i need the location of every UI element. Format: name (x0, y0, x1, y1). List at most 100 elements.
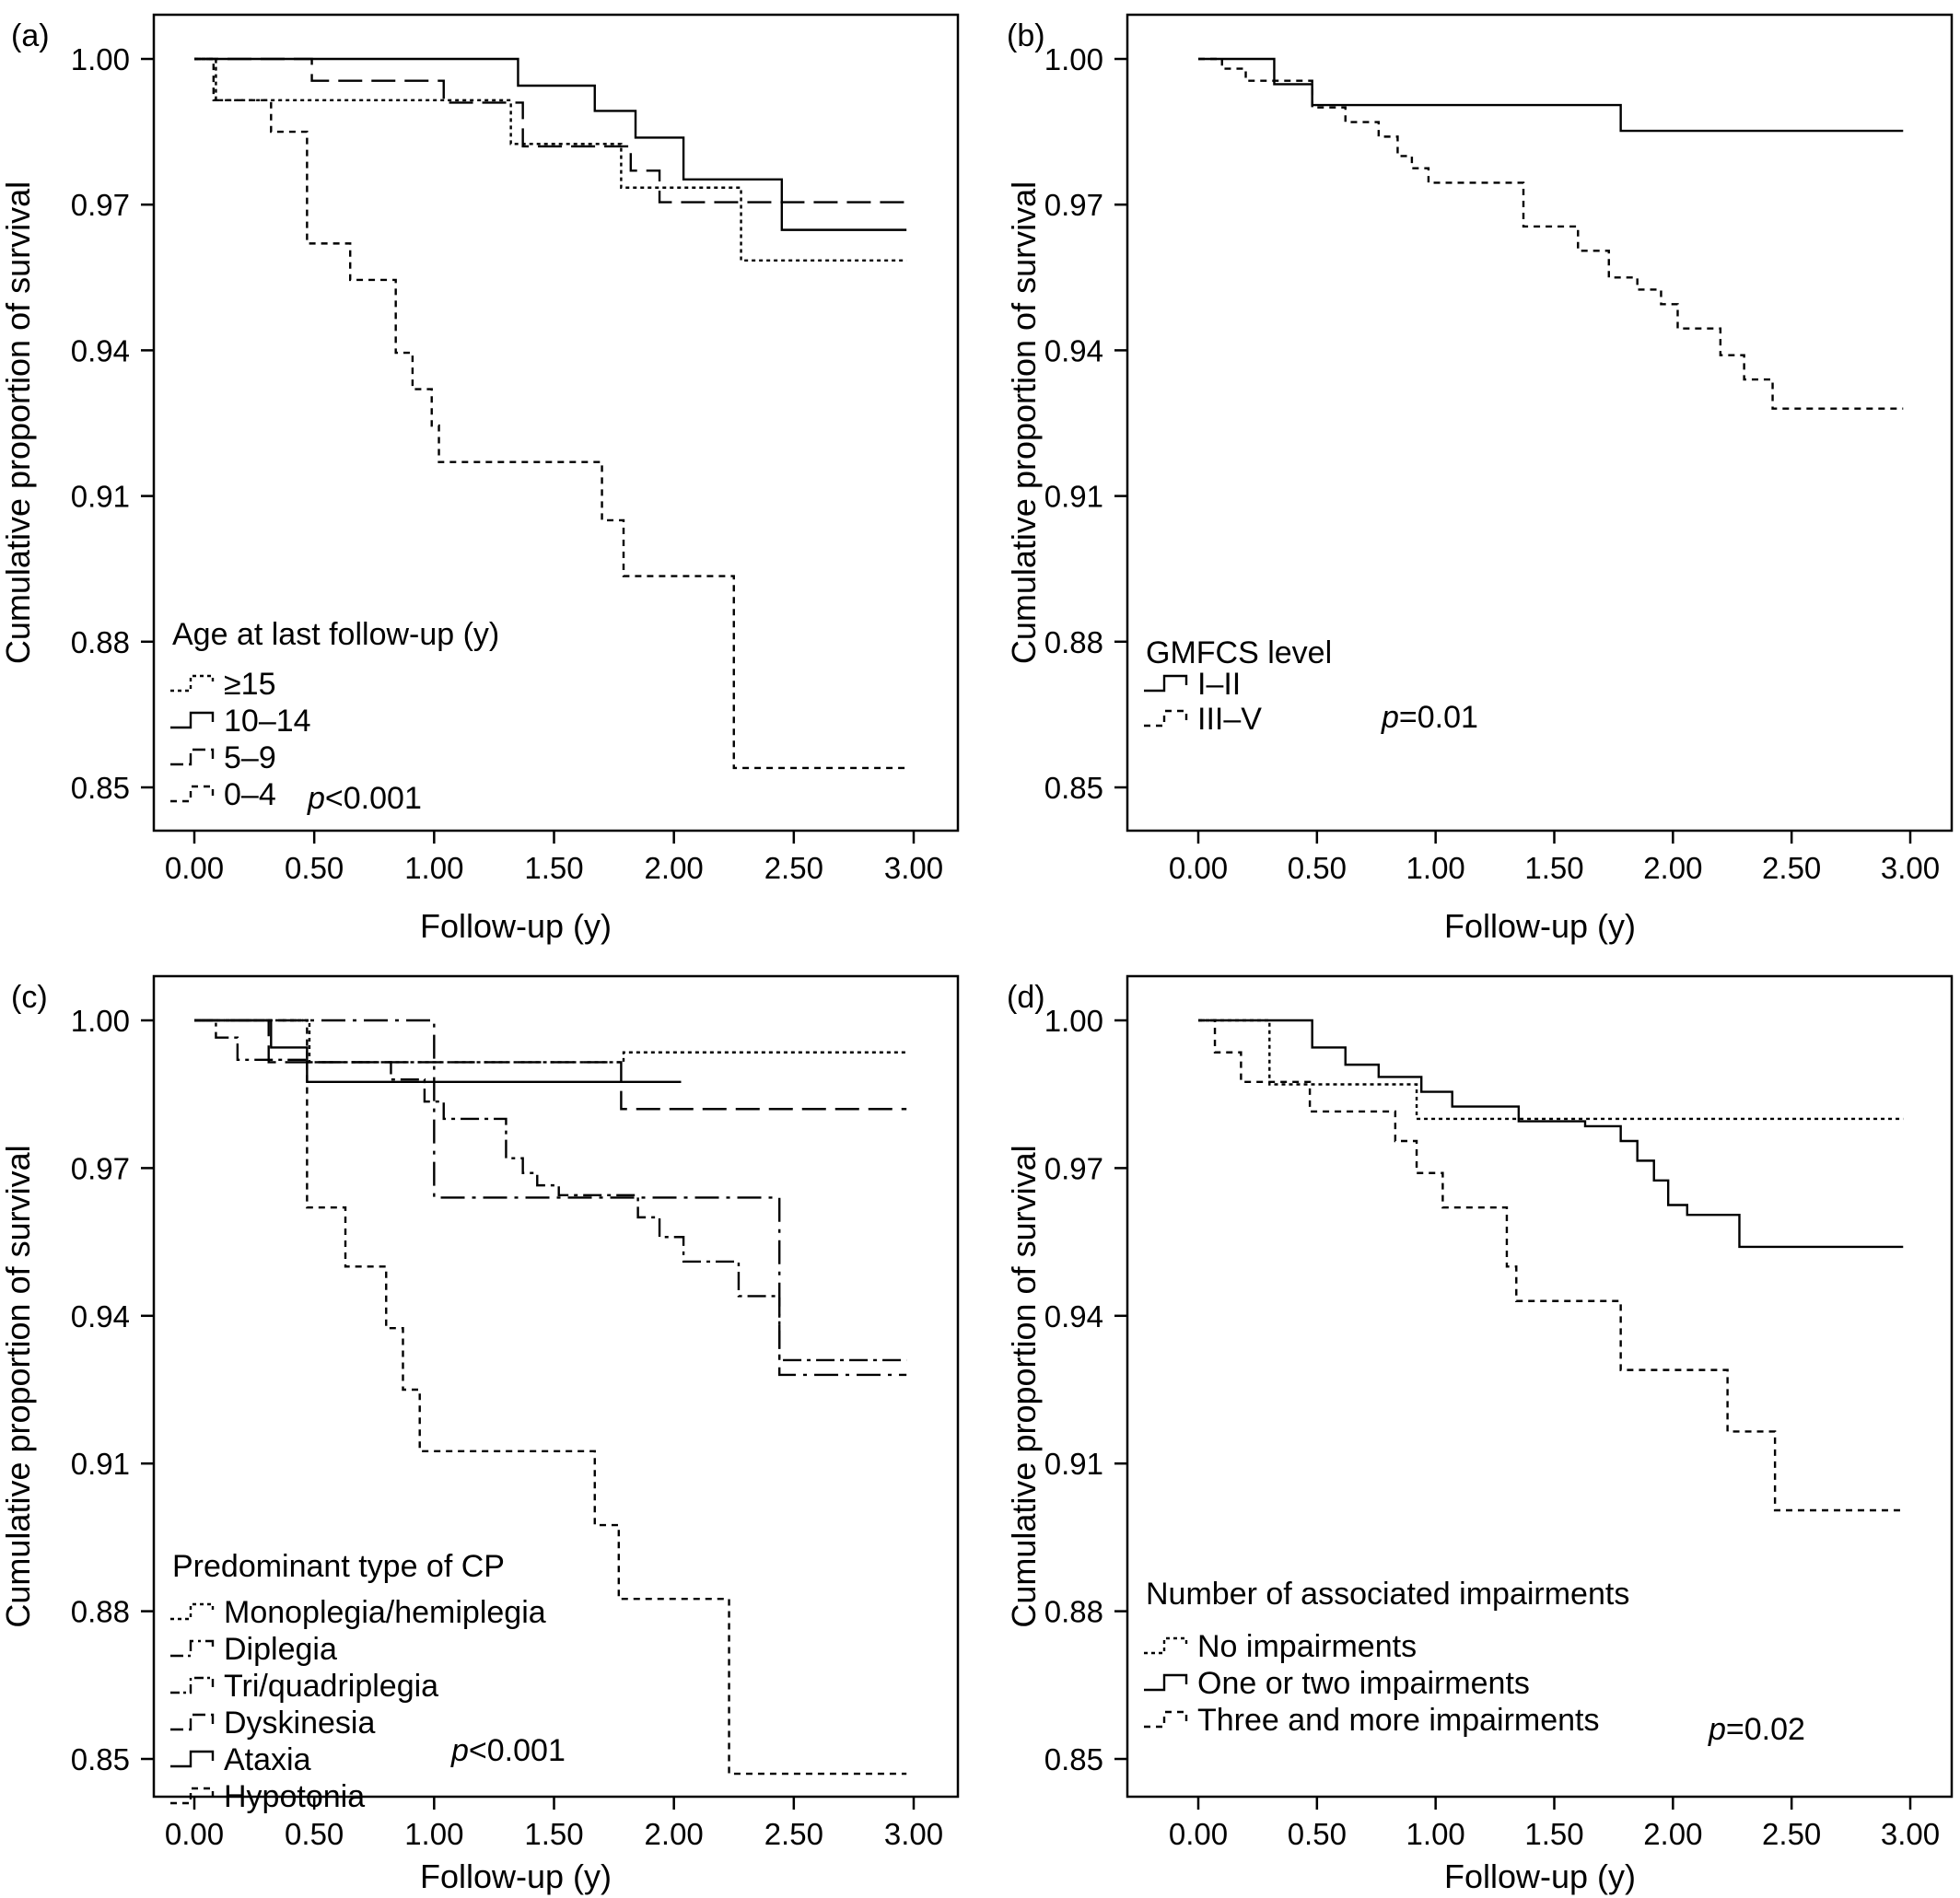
legend-label-b-0: I–II (1197, 667, 1241, 702)
p-value-b: p=0.01 (1381, 700, 1478, 735)
series-line-c-1 (194, 1019, 907, 1377)
x-tick-label-d-1: 0.50 (1288, 1817, 1347, 1851)
x-tick-label-c-1: 0.50 (285, 1817, 344, 1851)
series-line-c-4 (194, 1019, 682, 1084)
plot-frame-d (1126, 974, 1954, 1799)
p-value-c: p<0.001 (450, 1733, 566, 1768)
panel-label-c: (c) (11, 980, 48, 1015)
x-tick-label-a-6: 3.00 (884, 851, 943, 885)
x-tick-label-d-0: 0.00 (1169, 1817, 1228, 1851)
y-tick-label-b-5: 1.00 (1044, 42, 1103, 76)
x-tick-label-d-5: 2.50 (1762, 1817, 1821, 1851)
y-tick-label-a-4: 0.97 (71, 188, 130, 222)
y-tick-label-c-3: 0.94 (71, 1299, 130, 1333)
legend-symbol-c-5 (170, 1787, 215, 1805)
legend-label-a-3: 0–4 (224, 777, 276, 812)
y-axis-label-d: Cumulative proportion of survival (1005, 1145, 1043, 1627)
y-tick-label-b-4: 0.97 (1044, 188, 1103, 222)
x-tick-label-d-2: 1.00 (1406, 1817, 1465, 1851)
legend-label-c-3: Dyskinesia (224, 1706, 375, 1741)
y-tick-label-a-5: 1.00 (71, 42, 130, 76)
y-axis-label-b: Cumulative proportion of survival (1005, 181, 1043, 664)
series-line-b-0 (1198, 57, 1904, 133)
p-value-d: p=0.02 (1708, 1712, 1805, 1747)
panel-label-a: (a) (11, 18, 50, 53)
y-axis-label-a: Cumulative proportion of survival (0, 181, 37, 664)
x-tick-label-c-2: 1.00 (404, 1817, 463, 1851)
legend-label-d-0: No impairments (1197, 1629, 1417, 1664)
x-tick-label-b-6: 3.00 (1881, 851, 1940, 885)
y-tick-label-d-4: 0.97 (1044, 1151, 1103, 1185)
legend-symbol-b-0 (1144, 674, 1188, 693)
legend-label-c-2: Tri/quadriplegia (224, 1669, 438, 1704)
legend-label-c-5: Hypotonia (224, 1779, 365, 1814)
series-line-d-1 (1198, 1019, 1904, 1249)
legend-symbol-a-0 (170, 674, 215, 693)
legend-symbol-a-3 (170, 785, 215, 803)
y-tick-label-d-1: 0.88 (1044, 1595, 1103, 1629)
legend-symbol-a-1 (170, 711, 215, 729)
legend-label-a-2: 5–9 (224, 740, 276, 775)
legend-symbol-c-4 (170, 1750, 215, 1768)
x-tick-label-b-3: 1.50 (1524, 851, 1583, 885)
y-tick-label-b-1: 0.88 (1044, 625, 1103, 659)
legend-title-d: Number of associated impairments (1146, 1577, 1629, 1612)
legend-label-d-1: One or two impairments (1197, 1666, 1530, 1701)
legend-symbol-c-1 (170, 1639, 215, 1658)
x-tick-label-b-1: 0.50 (1288, 851, 1347, 885)
y-tick-label-c-0: 0.85 (71, 1742, 130, 1776)
x-axis-label-b: Follow-up (y) (1444, 907, 1636, 945)
x-tick-label-a-2: 1.00 (404, 851, 463, 885)
legend-title-a: Age at last follow-up (y) (172, 617, 499, 652)
x-tick-label-a-4: 2.00 (645, 851, 704, 885)
y-tick-label-c-2: 0.91 (71, 1447, 130, 1481)
x-tick-label-c-4: 2.00 (645, 1817, 704, 1851)
legend-symbol-c-2 (170, 1676, 215, 1694)
y-tick-label-b-2: 0.91 (1044, 480, 1103, 514)
y-tick-label-c-5: 1.00 (71, 1004, 130, 1038)
x-tick-label-a-3: 1.50 (524, 851, 583, 885)
x-tick-label-c-0: 0.00 (165, 1817, 224, 1851)
series-line-c-0 (194, 1019, 907, 1064)
series-line-d-0 (1198, 1019, 1904, 1121)
y-tick-label-c-4: 0.97 (71, 1151, 130, 1185)
y-tick-label-b-3: 0.94 (1044, 333, 1103, 367)
y-tick-label-d-5: 1.00 (1044, 1004, 1103, 1038)
plot-frame-a (152, 13, 960, 833)
x-axis-label-c: Follow-up (y) (420, 1857, 612, 1895)
legend-symbol-d-2 (1144, 1710, 1188, 1729)
series-line-a-2 (194, 57, 907, 204)
series-line-c-5 (194, 1019, 907, 1776)
panel-c: (c) 0.85 0.88 0.91 0.94 0.97 1.00 0.00 0.50 1.00 1… (0, 974, 960, 1895)
legend-symbol-a-2 (170, 748, 215, 766)
series-line-a-3 (194, 57, 907, 770)
legend-label-a-1: 10–14 (224, 704, 311, 739)
p-value-a: p<0.001 (307, 781, 422, 816)
legend-label-c-4: Ataxia (224, 1742, 311, 1777)
panel-a: (a) 0.85 0.88 0.91 0.94 0.97 1.00 0.00 0.50 1.00 1… (0, 13, 960, 945)
legend-label-c-1: Diplegia (224, 1632, 337, 1667)
x-tick-label-a-1: 0.50 (285, 851, 344, 885)
y-tick-label-a-3: 0.94 (71, 333, 130, 367)
x-tick-label-c-3: 1.50 (524, 1817, 583, 1851)
y-tick-label-a-1: 0.88 (71, 625, 130, 659)
series-line-a-1 (194, 57, 907, 231)
panel-label-b: (b) (1007, 18, 1045, 53)
panel-b: (b) 0.85 0.88 0.91 0.94 0.97 1.00 0.00 0.50 1.00 1… (1005, 13, 1954, 945)
x-axis-label-a: Follow-up (y) (420, 907, 612, 945)
y-tick-label-a-2: 0.91 (71, 480, 130, 514)
legend-label-c-0: Monoplegia/hemiplegia (224, 1595, 546, 1630)
y-tick-label-b-0: 0.85 (1044, 771, 1103, 805)
legend-symbol-d-1 (1144, 1673, 1188, 1692)
legend-label-a-0: ≥15 (224, 667, 275, 702)
series-line-d-2 (1198, 1019, 1904, 1512)
plot-frame-c (152, 974, 960, 1799)
x-tick-label-d-4: 2.00 (1643, 1817, 1702, 1851)
series-line-c-2 (194, 1019, 907, 1362)
x-axis-label-d: Follow-up (y) (1444, 1857, 1636, 1895)
y-tick-label-d-2: 0.91 (1044, 1447, 1103, 1481)
x-tick-label-d-3: 1.50 (1524, 1817, 1583, 1851)
legend-symbol-d-0 (1144, 1636, 1188, 1655)
legend-symbol-c-3 (170, 1713, 215, 1731)
